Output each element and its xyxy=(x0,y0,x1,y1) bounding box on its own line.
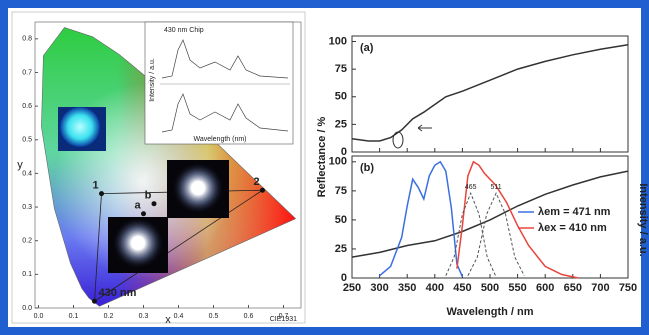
y-tick-label: 75 xyxy=(335,185,347,197)
y-tick-label: 0.4 xyxy=(22,170,32,177)
y-tick-label: 0 xyxy=(341,272,347,284)
y-tick-label: 100 xyxy=(329,156,347,168)
point xyxy=(99,191,104,197)
point-label: a xyxy=(134,200,141,212)
x-tick-label: 550 xyxy=(508,282,526,294)
x-tick-label: 0.0 xyxy=(34,313,44,320)
x-tick-label: 600 xyxy=(536,282,554,294)
legend-label: λem = 471 nm xyxy=(538,206,611,218)
x-tick-label: 700 xyxy=(591,282,609,294)
x-axis-label: Wavelength / nm xyxy=(447,306,534,318)
locus-outline xyxy=(41,27,297,307)
x-tick-label: 750 xyxy=(619,282,637,294)
point-label: b xyxy=(145,190,152,202)
legend-label: λex = 410 nm xyxy=(538,222,607,234)
x-tick-label: 0.5 xyxy=(209,313,219,320)
arrow xyxy=(417,124,432,132)
y-tick-label: 0.5 xyxy=(22,137,32,144)
x-tick-label: 0.7 xyxy=(279,313,289,320)
led-glow xyxy=(112,217,164,269)
y-tick-label: 50 xyxy=(335,91,347,103)
peak-label: 465 xyxy=(465,184,477,191)
inset-x-label: Wavelength (nm) xyxy=(193,136,246,143)
x-tick-label: 0.3 xyxy=(139,313,149,320)
inset-title: 430 nm Chip xyxy=(164,27,204,34)
series-line xyxy=(467,191,525,276)
series-line xyxy=(351,44,629,142)
y-tick-label: 0.6 xyxy=(22,103,32,110)
inset-frame xyxy=(144,21,294,145)
x-tick-label: 500 xyxy=(481,282,499,294)
y-tick-label: 100 xyxy=(329,35,347,47)
y-axis-label: Reflectance / % xyxy=(316,116,328,197)
y-tick-label: 50 xyxy=(335,214,347,226)
point-label: 430 nm xyxy=(99,287,137,299)
x-tick-label: 0.4 xyxy=(174,313,184,320)
series-line xyxy=(445,191,496,276)
inset-curve xyxy=(161,39,289,79)
y-tick-label: 0 xyxy=(341,146,347,158)
y-tick-label: 25 xyxy=(335,243,347,255)
y-tick-label: 0.3 xyxy=(22,204,32,211)
x-tick-label: 350 xyxy=(398,282,416,294)
y-tick-label: 0.7 xyxy=(22,69,32,76)
point-label: 2 xyxy=(253,176,259,188)
inset-curve xyxy=(161,93,289,133)
point xyxy=(141,211,146,217)
point-label: 1 xyxy=(92,180,98,192)
connector xyxy=(94,193,102,302)
y-tick-label: 0.2 xyxy=(22,238,32,245)
footnote: CIE1931 xyxy=(270,316,297,323)
series-line xyxy=(456,160,579,279)
x-tick-label: 0.2 xyxy=(104,313,114,320)
x-tick-label: 300 xyxy=(370,282,388,294)
marker-ellipse xyxy=(392,131,404,149)
phosphor-glow xyxy=(60,107,100,147)
inset-y-label: Intensity / a.u. xyxy=(149,58,156,102)
y-tick-label: 75 xyxy=(335,63,347,75)
spectra: 0 25 50 75 100 (a) 0 25 50 75 100 250 300 350 400 450 50… xyxy=(316,35,649,317)
x-tick-label: 0.6 xyxy=(244,313,254,320)
x-tick-label: 400 xyxy=(426,282,444,294)
point xyxy=(260,187,265,193)
y-tick-label: 25 xyxy=(335,118,347,130)
x-tick-label: 0.1 xyxy=(69,313,79,320)
peak-label: 511 xyxy=(490,184,501,191)
point xyxy=(151,201,157,207)
x-tick-label: 450 xyxy=(453,282,471,294)
inset: 430 nm Chip Wavelength (nm) Intensity / … xyxy=(144,21,294,145)
y-tick-label: 0.1 xyxy=(22,271,32,278)
y-tick-label: 0.0 xyxy=(22,305,32,312)
x-tick-label: 650 xyxy=(564,282,582,294)
panel-label: (a) xyxy=(360,42,374,54)
connector xyxy=(94,189,263,302)
y-axis-label: y xyxy=(17,159,23,171)
series-line xyxy=(379,160,464,278)
y2-axis-label: Intensity / a.u. xyxy=(637,183,649,256)
panel-label: (b) xyxy=(360,162,374,174)
y-tick-label: 0.8 xyxy=(22,36,32,43)
x-axis-label: x xyxy=(165,314,171,326)
point xyxy=(92,298,97,304)
x-tick-label: 250 xyxy=(343,282,361,294)
led-glow xyxy=(172,162,224,214)
